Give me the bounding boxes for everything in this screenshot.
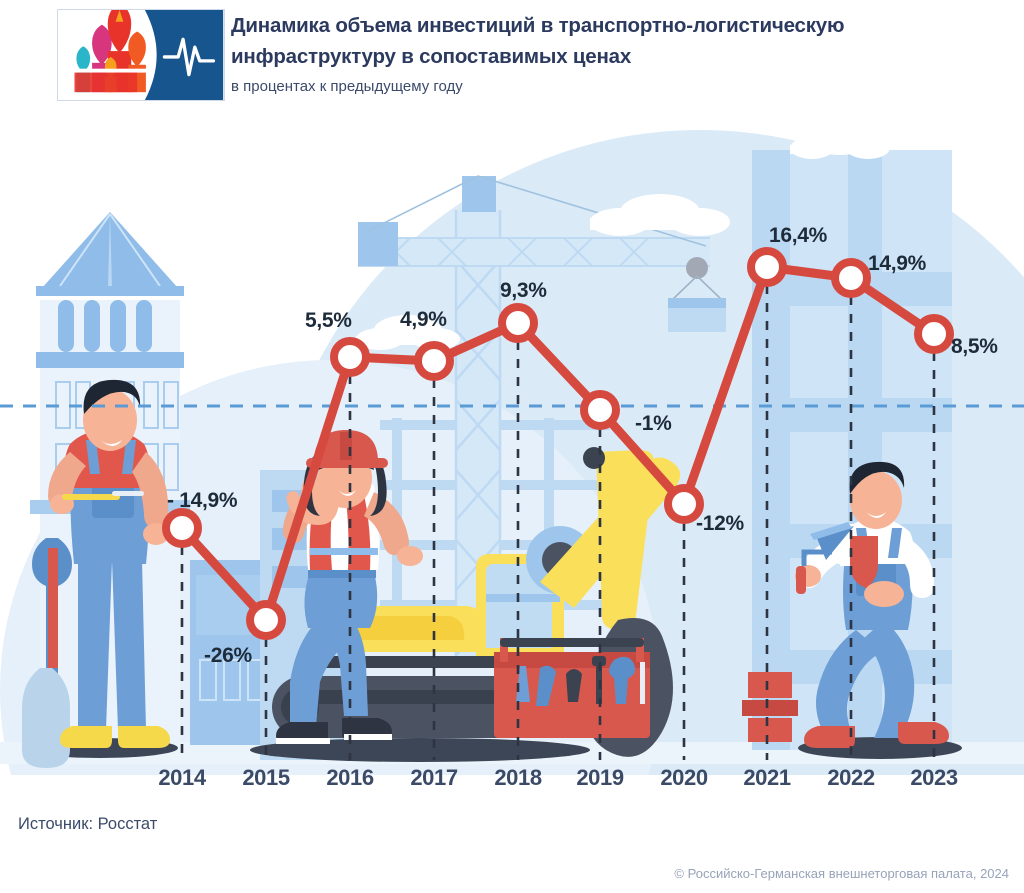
data-label-2021: 16,4% — [769, 224, 828, 247]
worker-with-shovel-left — [22, 379, 178, 768]
title-block: Динамика объема инвестиций в транспортно… — [231, 10, 991, 100]
data-label-2018: 9,3% — [500, 279, 547, 302]
data-label-2016: 5,5% — [305, 309, 352, 332]
x-tick-2020: 2020 — [660, 765, 708, 790]
data-line — [177, 262, 939, 625]
x-tick-2014: 2014 — [158, 765, 206, 790]
data-label-2014: - 14,9% — [167, 489, 238, 512]
worker-painter-right — [795, 461, 962, 759]
data-label-2019: -1% — [635, 412, 672, 435]
background-illustration — [0, 125, 1024, 775]
chamber-logo — [57, 9, 225, 101]
header: Динамика объема инвестиций в транспортно… — [0, 0, 1024, 110]
x-tick-2017: 2017 — [410, 765, 458, 790]
data-label-2017: 4,9% — [400, 308, 447, 331]
building-under-construction-right — [752, 150, 952, 750]
data-label-2015: -26% — [204, 644, 252, 667]
excavator-center — [250, 430, 681, 762]
page-title-line1: Динамика объема инвестиций в транспортно… — [231, 14, 845, 37]
data-label-2022: 14,9% — [868, 252, 927, 275]
category-gridlines — [180, 267, 936, 760]
x-tick-2021: 2021 — [743, 765, 791, 790]
clouds — [356, 125, 890, 350]
x-tick-2022: 2022 — [827, 765, 875, 790]
line-chart — [0, 247, 1024, 760]
x-tick-2018: 2018 — [494, 765, 542, 790]
x-tick-2015: 2015 — [242, 765, 290, 790]
woman-worker-center — [276, 430, 423, 744]
page-subtitle: в процентах к предыдущему году — [231, 78, 463, 95]
bricks-right — [742, 672, 798, 742]
data-label-2023: 8,5% — [951, 335, 998, 358]
page-title-line2: инфраструктуру в сопоставимых ценах — [231, 45, 632, 68]
x-axis: 2014 2015 2016 2017 2018 2019 2020 2021 … — [0, 765, 1024, 810]
x-tick-2019: 2019 — [576, 765, 624, 790]
x-tick-2023: 2023 — [910, 765, 958, 790]
data-label-2020: -12% — [696, 512, 744, 535]
source-note: Источник: Росстат — [18, 815, 158, 833]
data-markers — [162, 247, 954, 640]
x-tick-2016: 2016 — [326, 765, 374, 790]
copyright-note: © Российско-Германская внешнеторговая па… — [674, 866, 1009, 881]
